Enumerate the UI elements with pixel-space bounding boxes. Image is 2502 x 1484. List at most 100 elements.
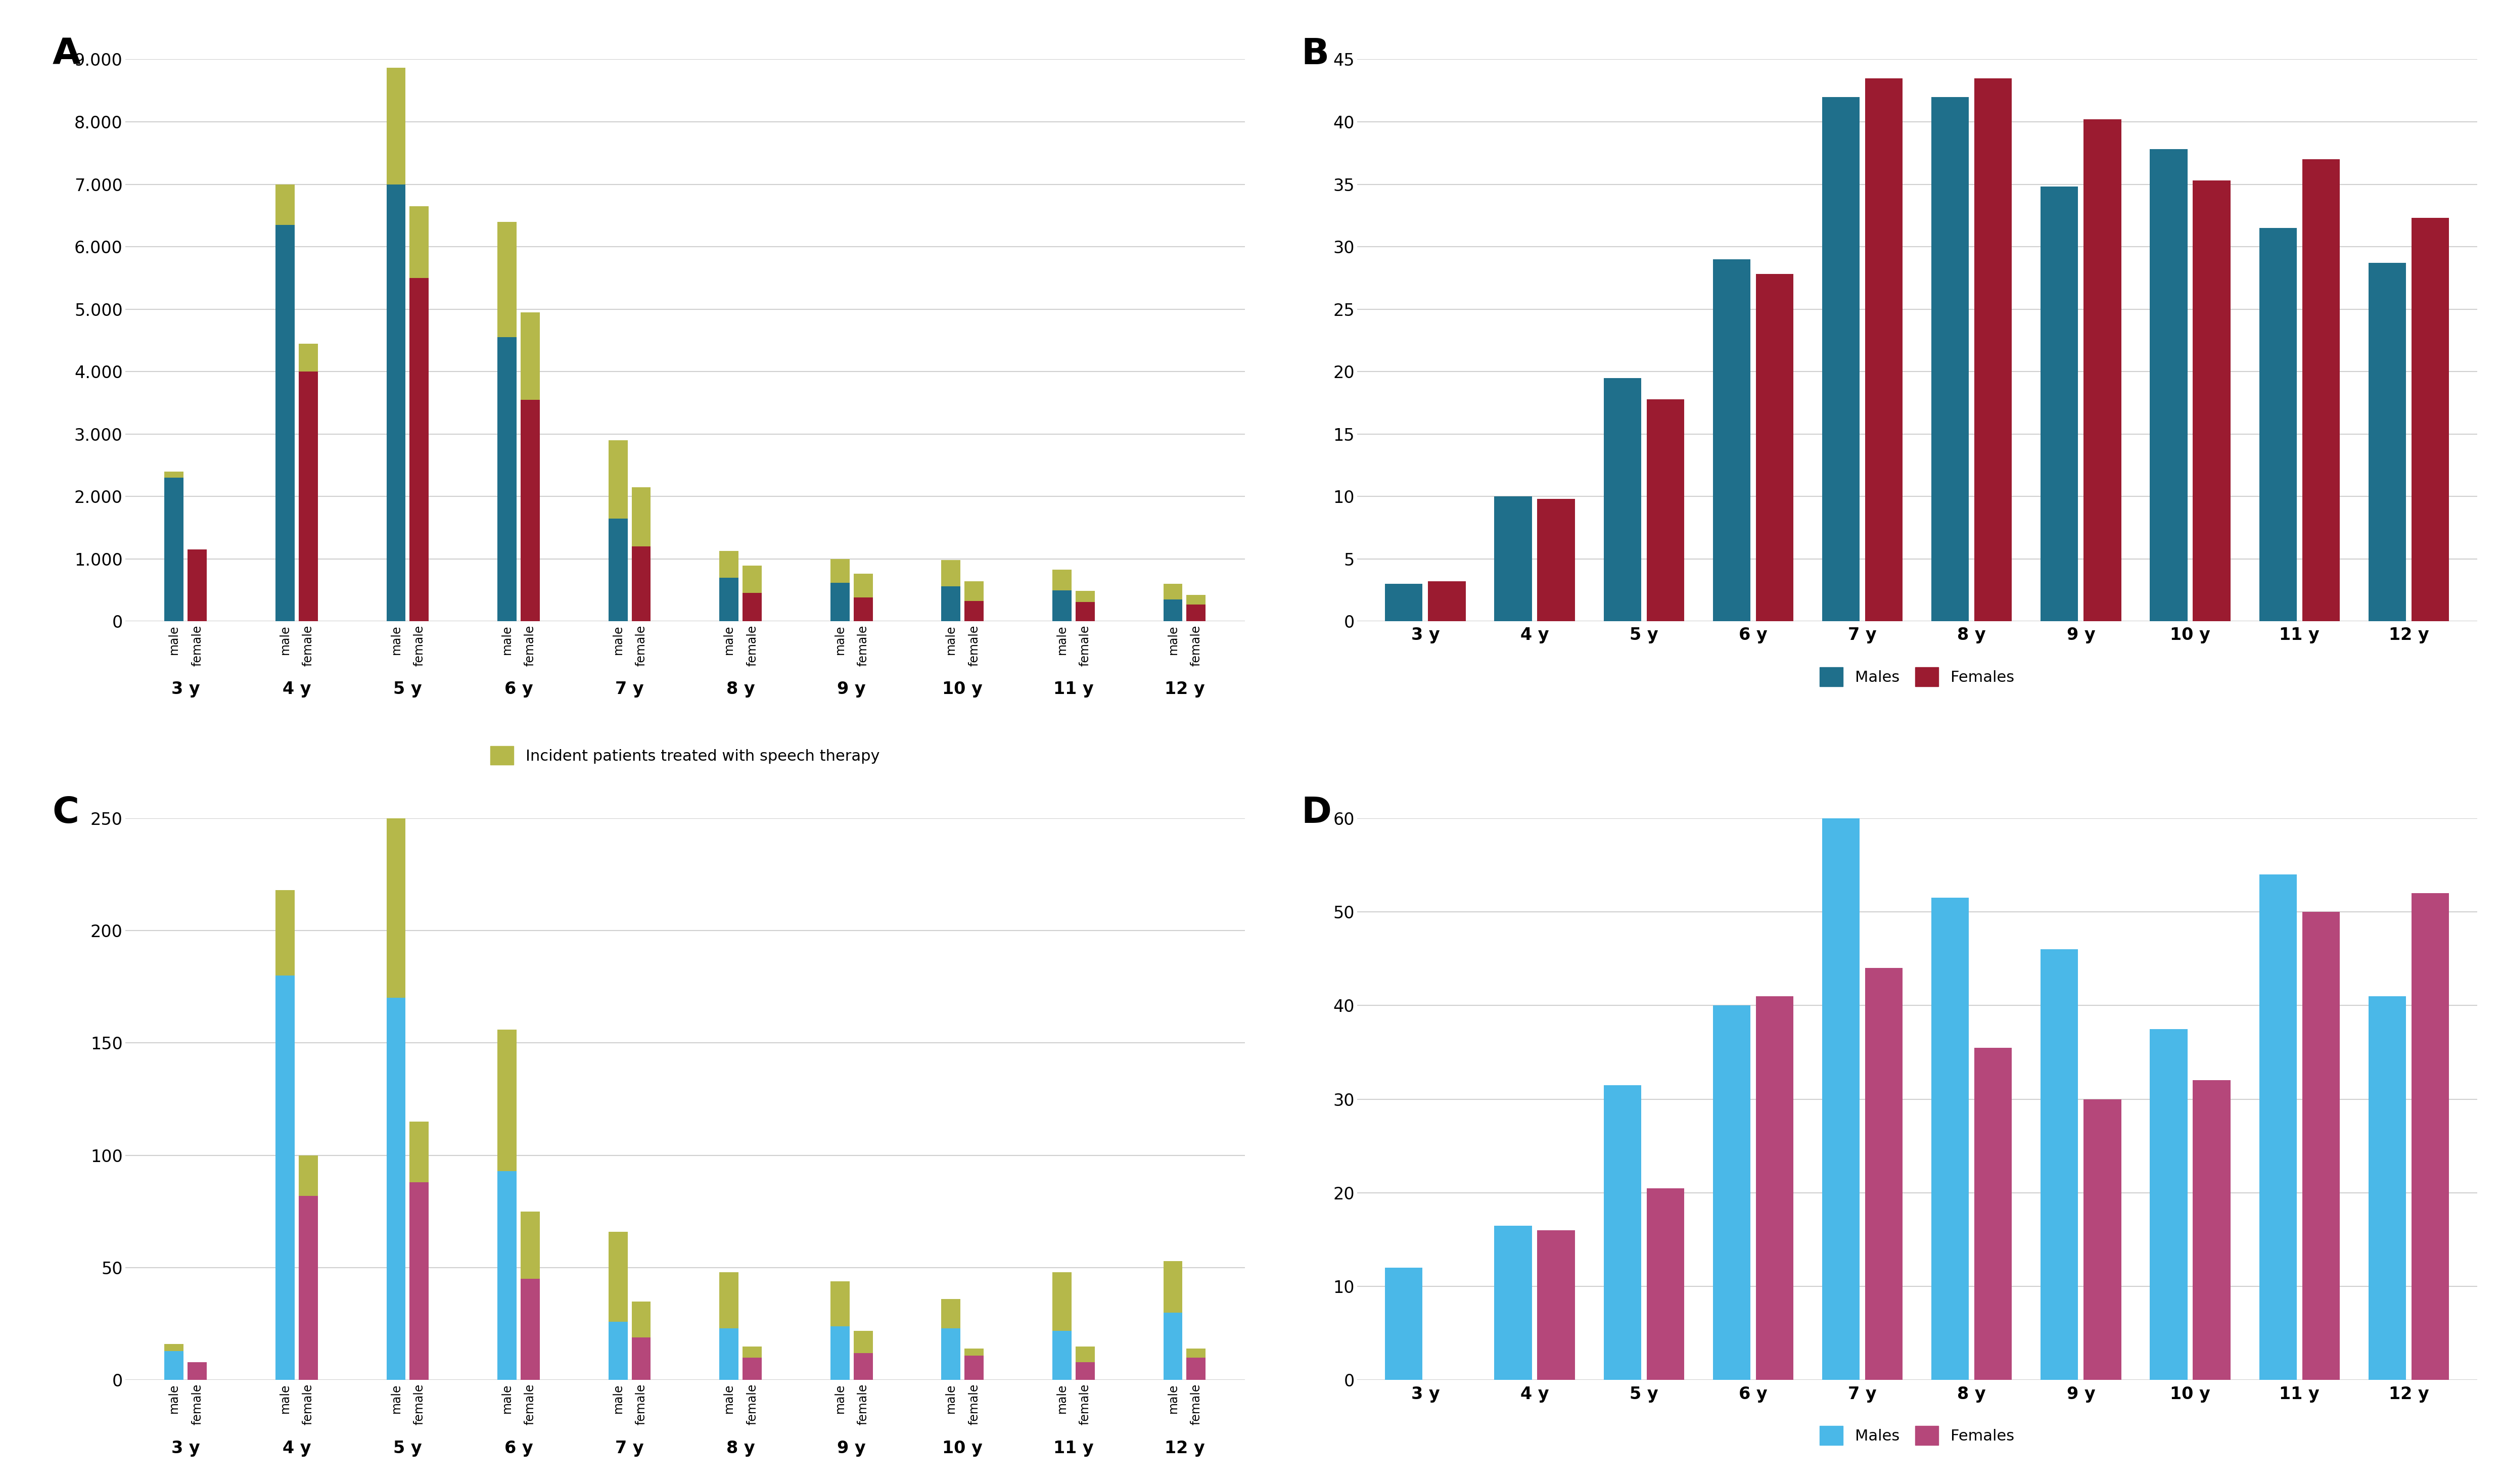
Bar — [853, 598, 873, 622]
Bar — [1186, 1358, 1206, 1380]
Bar — [2042, 950, 2079, 1380]
Bar — [498, 1030, 515, 1171]
Bar — [1386, 1267, 1424, 1380]
Bar — [165, 1350, 183, 1380]
Bar — [743, 1346, 761, 1358]
Bar — [298, 1196, 318, 1380]
Bar — [410, 278, 428, 622]
Bar — [1974, 79, 2012, 622]
Bar — [2302, 911, 2339, 1380]
Bar — [520, 1211, 540, 1279]
Bar — [941, 559, 961, 586]
Bar — [2412, 218, 2449, 622]
Bar — [2149, 1028, 2187, 1380]
Bar — [1429, 582, 1466, 622]
Bar — [165, 472, 183, 478]
Bar — [1163, 600, 1183, 622]
Bar — [1821, 818, 1859, 1380]
Bar — [298, 343, 318, 371]
Bar — [831, 583, 851, 622]
Bar — [853, 1331, 873, 1353]
Bar — [1163, 583, 1183, 600]
Legend: Males, Females: Males, Females — [1814, 1420, 2022, 1451]
Bar — [941, 1328, 961, 1380]
Bar — [298, 1156, 318, 1196]
Bar — [188, 549, 208, 622]
Bar — [608, 1232, 628, 1322]
Bar — [721, 577, 738, 622]
Bar — [2192, 1080, 2229, 1380]
Bar — [410, 206, 428, 278]
Bar — [941, 586, 961, 622]
Bar — [275, 184, 295, 226]
Bar — [941, 1298, 961, 1328]
Bar — [1536, 499, 1574, 622]
Bar — [165, 478, 183, 622]
Bar — [498, 337, 515, 622]
Bar — [385, 997, 405, 1380]
Bar — [520, 399, 540, 622]
Bar — [275, 226, 295, 622]
Bar — [1604, 378, 1641, 622]
Bar — [831, 559, 851, 583]
Bar — [2084, 119, 2122, 622]
Bar — [1186, 595, 1206, 604]
Bar — [1076, 1362, 1096, 1380]
Text: B: B — [1301, 37, 1329, 71]
Bar — [1604, 1085, 1641, 1380]
Bar — [631, 546, 651, 622]
Bar — [385, 184, 405, 622]
Bar — [498, 1171, 515, 1380]
Bar — [1053, 591, 1071, 622]
Text: D: D — [1301, 795, 1331, 831]
Bar — [1821, 96, 1859, 622]
Bar — [831, 1281, 851, 1327]
Bar — [1932, 96, 1969, 622]
Bar — [1163, 1261, 1183, 1313]
Bar — [1076, 1346, 1096, 1362]
Bar — [385, 67, 405, 184]
Bar — [2259, 874, 2297, 1380]
Bar — [2369, 996, 2407, 1380]
Bar — [1076, 603, 1096, 622]
Bar — [853, 574, 873, 598]
Bar — [831, 1327, 851, 1380]
Bar — [966, 1355, 983, 1380]
Bar — [520, 312, 540, 399]
Bar — [1756, 996, 1794, 1380]
Bar — [275, 890, 295, 975]
Bar — [1494, 1226, 1531, 1380]
Bar — [2369, 263, 2407, 622]
Legend: Males, Females: Males, Females — [1814, 662, 2022, 693]
Bar — [2149, 150, 2187, 622]
Bar — [1076, 591, 1096, 603]
Bar — [2412, 893, 2449, 1380]
Bar — [721, 551, 738, 577]
Bar — [853, 1353, 873, 1380]
Bar — [721, 1328, 738, 1380]
Bar — [631, 487, 651, 546]
Bar — [608, 518, 628, 622]
Bar — [1186, 604, 1206, 622]
Bar — [1163, 1313, 1183, 1380]
Bar — [2042, 187, 2079, 622]
Bar — [2302, 159, 2339, 622]
Bar — [1864, 79, 1902, 622]
Bar — [2192, 181, 2229, 622]
Bar — [385, 807, 405, 997]
Bar — [743, 1358, 761, 1380]
Bar — [743, 592, 761, 622]
Bar — [1646, 1189, 1684, 1380]
Bar — [188, 1362, 208, 1380]
Bar — [1932, 898, 1969, 1380]
Bar — [2084, 1100, 2122, 1380]
Bar — [1864, 968, 1902, 1380]
Bar — [743, 565, 761, 592]
Bar — [1053, 1331, 1071, 1380]
Bar — [1974, 1048, 2012, 1380]
Bar — [966, 582, 983, 601]
Bar — [1536, 1230, 1574, 1380]
Bar — [1186, 1349, 1206, 1358]
Bar — [1053, 1272, 1071, 1331]
Bar — [1494, 497, 1531, 622]
